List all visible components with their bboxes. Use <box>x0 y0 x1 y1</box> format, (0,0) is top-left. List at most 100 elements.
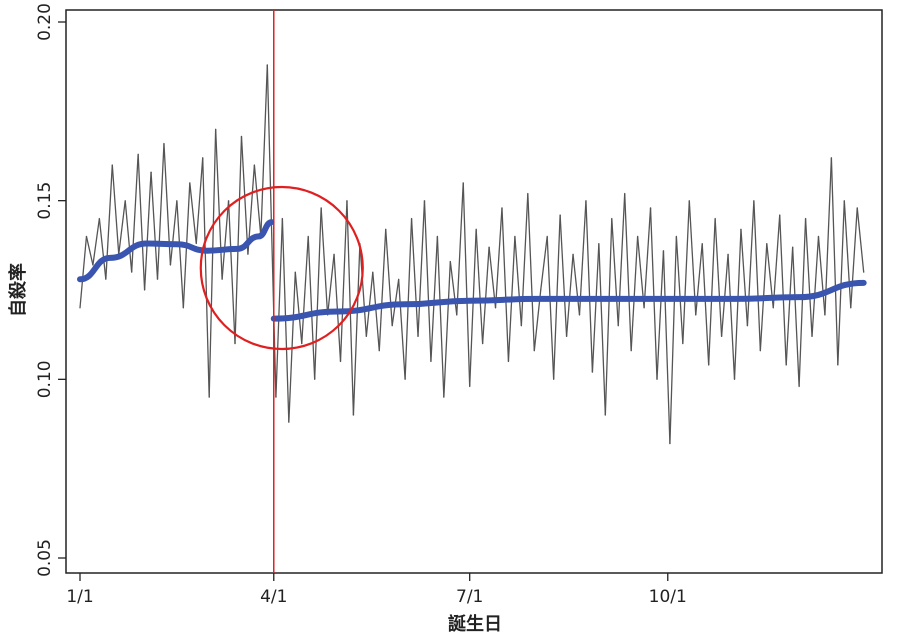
series-segment <box>275 218 284 398</box>
series-segment <box>423 200 432 362</box>
data-point <box>837 364 839 366</box>
series-segment <box>701 243 710 366</box>
series-segment <box>202 157 210 398</box>
series-segment <box>456 182 464 316</box>
data-point <box>753 200 755 202</box>
y-tick-label: 0.15 <box>35 182 55 220</box>
data-point <box>410 217 413 220</box>
series-segment <box>98 218 107 280</box>
series-segment <box>501 207 510 362</box>
series-segment <box>804 218 813 337</box>
data-point <box>662 250 665 252</box>
data-point <box>169 264 172 266</box>
data-point <box>514 235 516 237</box>
series-segment <box>137 154 146 291</box>
series-segment <box>643 207 652 308</box>
series-segment <box>714 218 723 337</box>
series-segment <box>720 254 729 337</box>
series-segment <box>675 236 684 344</box>
series-segment <box>339 200 348 362</box>
data-point <box>247 253 249 255</box>
series-segment <box>436 236 445 398</box>
data-point <box>656 378 658 380</box>
series-segment <box>417 200 426 337</box>
annotation-layer <box>199 10 364 573</box>
data-point <box>385 228 387 230</box>
x-tick-label: 1/1 <box>66 587 93 607</box>
series-segment <box>307 236 316 380</box>
series-segment <box>352 243 361 416</box>
data-point <box>79 307 81 309</box>
data-point <box>746 325 749 327</box>
data-point <box>189 182 191 184</box>
series-segment <box>520 193 529 326</box>
series-segment <box>118 200 126 255</box>
series-segment <box>649 207 658 380</box>
series-segment <box>169 200 178 266</box>
data-point <box>494 307 497 309</box>
data-point <box>346 200 348 202</box>
data-point <box>182 307 184 309</box>
data-point <box>533 350 535 352</box>
series-segment <box>746 200 755 326</box>
series-segment <box>514 236 523 326</box>
data-point <box>565 335 568 338</box>
series-segment <box>727 254 736 380</box>
series-segment <box>294 272 303 344</box>
data-point <box>469 385 471 388</box>
data-point <box>378 350 380 352</box>
data-point <box>727 253 729 255</box>
data-point <box>520 325 522 327</box>
data-point <box>759 350 761 352</box>
series-segment <box>150 172 159 280</box>
data-point <box>637 235 639 237</box>
data-point <box>131 271 133 273</box>
data-point <box>436 235 438 237</box>
data-point <box>475 228 477 230</box>
data-point <box>843 200 845 202</box>
data-point <box>572 253 574 255</box>
series-segment <box>837 200 845 366</box>
data-point <box>339 360 342 363</box>
series-segment <box>630 236 639 351</box>
data-point <box>598 242 600 245</box>
data-point <box>208 396 210 398</box>
series-segment <box>124 200 133 273</box>
data-point <box>643 307 645 309</box>
data-point <box>294 271 296 273</box>
series-segment <box>326 254 335 316</box>
data-point <box>559 214 561 216</box>
data-point <box>824 314 826 316</box>
data-point <box>740 228 742 230</box>
data-point <box>227 200 230 202</box>
series-layer <box>77 64 867 445</box>
y-tick-label: 0.05 <box>35 539 55 577</box>
data-point <box>804 217 807 220</box>
highlight-circle <box>199 185 364 351</box>
data-point <box>391 325 393 327</box>
series-segment <box>79 236 88 308</box>
data-point <box>98 217 100 220</box>
data-point <box>111 164 113 166</box>
series-segment <box>740 229 749 326</box>
series-segment <box>559 214 568 337</box>
data-point <box>301 343 303 345</box>
series-segment <box>785 247 794 366</box>
series-segment <box>410 218 419 337</box>
data-point <box>163 142 165 145</box>
series-segment <box>195 157 204 244</box>
data-point <box>266 64 268 66</box>
data-point <box>307 235 309 237</box>
data-point <box>675 235 677 237</box>
series-segment <box>527 193 535 351</box>
series-segment <box>372 272 380 351</box>
series-segment <box>214 129 223 280</box>
series-segment <box>253 164 262 237</box>
data-point <box>314 378 316 380</box>
data-point <box>540 289 542 291</box>
series-segment <box>260 64 268 237</box>
data-point <box>798 385 800 388</box>
series-segment <box>611 218 619 326</box>
series-segment <box>695 243 703 316</box>
data-point <box>320 207 322 209</box>
